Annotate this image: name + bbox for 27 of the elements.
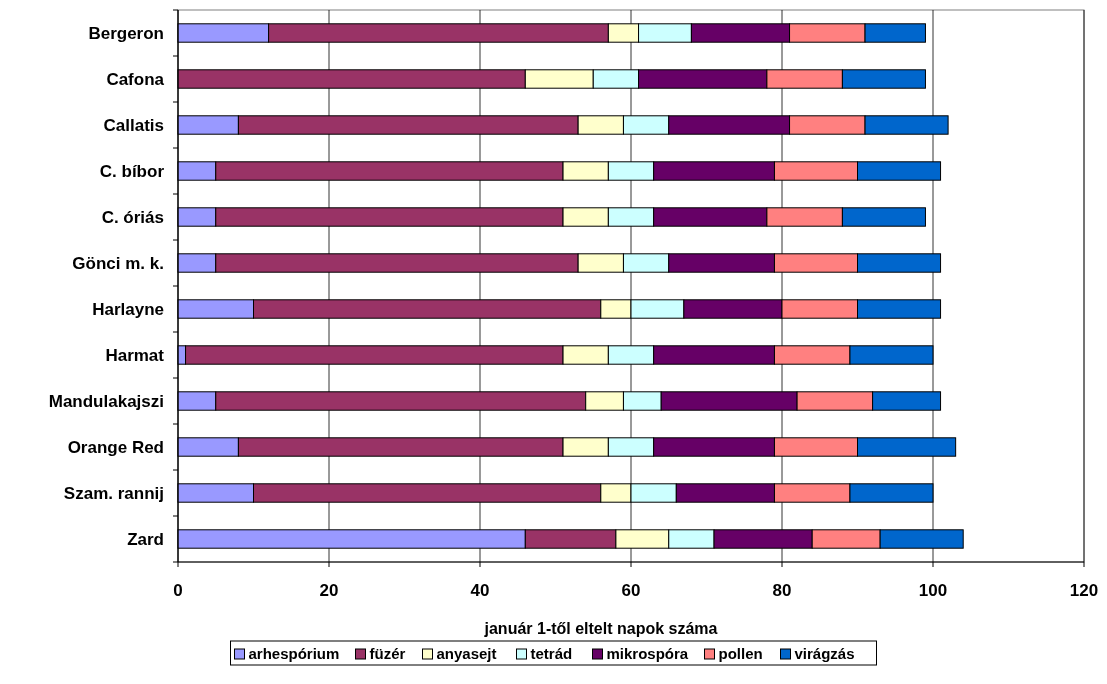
- legend-label: arhespórium: [248, 645, 340, 663]
- x-tick-label: 120: [1069, 581, 1099, 600]
- legend-label: füzér: [369, 645, 406, 663]
- y-tick-label: Harlayne: [92, 299, 164, 319]
- y-tick-label: Zard: [127, 529, 164, 549]
- legend-label: anyasejt: [436, 645, 497, 663]
- y-tick-label: Bergeron: [88, 23, 164, 43]
- y-tick-label: Mandulakajszi: [48, 391, 164, 411]
- y-tick-label: Harmat: [105, 345, 165, 365]
- y-tick-label: Orange Red: [67, 437, 164, 457]
- legend-label: pollen: [718, 645, 763, 663]
- legend-label: virágzás: [794, 645, 855, 663]
- x-tick-label: 0: [173, 581, 183, 600]
- legend-label: mikrospóra: [606, 645, 689, 663]
- y-tick-label: Szam. rannij: [63, 483, 164, 503]
- x-tick-label: 80: [772, 581, 792, 600]
- x-tick-label: 60: [621, 581, 641, 600]
- y-tick-label: C. óriás: [101, 207, 164, 227]
- legend-label: tetrád: [530, 645, 573, 663]
- y-tick-label: Gönci m. k.: [72, 253, 164, 273]
- x-tick-label: 20: [319, 581, 339, 600]
- y-tick-label: Cafona: [106, 69, 165, 89]
- y-tick-label: C. bíbor: [99, 161, 165, 181]
- y-tick-label: Callatis: [103, 115, 164, 135]
- x-tick-label: 40: [470, 581, 490, 600]
- x-tick-label: 100: [918, 581, 948, 600]
- x-axis-title: január 1-től eltelt napok száma: [483, 620, 718, 637]
